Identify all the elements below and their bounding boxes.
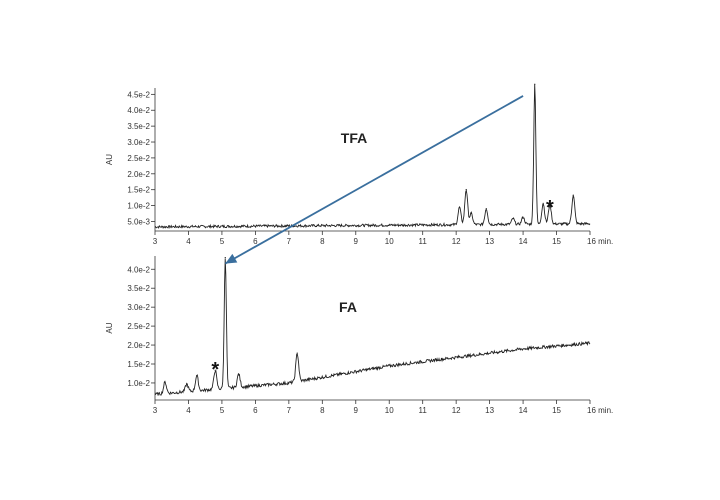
x-tick-label: 7 <box>287 406 292 415</box>
peak-apex <box>485 207 487 210</box>
chromatogram-trace <box>154 84 591 230</box>
x-tick-label: 11 <box>419 237 428 246</box>
x-tick-label: 6 <box>253 237 258 246</box>
x-tick-label: 14 <box>519 406 528 415</box>
peak-apex <box>534 83 536 85</box>
peak-apex <box>214 369 216 371</box>
x-tick-label: 16 min. <box>587 237 613 246</box>
peak-apex <box>549 204 551 206</box>
peak-apex <box>238 373 240 375</box>
tfa-chromatogram: 3 4 5 6 7 8 9 10 11 12 13 14 15 16 min. 5.0e-3 1.0e-2 1.… <box>105 83 613 246</box>
x-tick-label: 5 <box>220 237 225 246</box>
peak-apex <box>512 217 514 220</box>
x-tick-label: 10 <box>385 406 394 415</box>
x-tick-label: 3 <box>153 237 158 246</box>
arrow-head <box>225 253 238 264</box>
trace-label: TFA <box>341 130 367 146</box>
y-tick-label: 4.0e-2 <box>127 265 150 274</box>
peak-apex <box>196 375 198 377</box>
chromatogram-trace <box>154 258 591 396</box>
peak-apex <box>542 202 544 204</box>
y-axis-title: AU <box>105 322 114 333</box>
peak-marker: * <box>546 197 554 219</box>
peak-apex <box>186 383 188 385</box>
x-tick-label: 15 <box>552 406 561 415</box>
peak-marker: * <box>211 359 219 381</box>
x-tick-label: 3 <box>153 406 158 415</box>
x-tick-label: 13 <box>485 406 494 415</box>
x-tick-label: 11 <box>419 406 428 415</box>
y-tick-label: 2.5e-2 <box>127 322 150 331</box>
fa-chromatogram: 3 4 5 6 7 8 9 10 11 12 13 14 15 16 min. 1.0e-2 1.5e-2 2.… <box>105 256 613 415</box>
y-tick-label: 3.5e-2 <box>127 284 150 293</box>
y-tick-label: 1.0e-2 <box>127 379 150 388</box>
x-tick-label: 9 <box>354 237 359 246</box>
peak-apex <box>164 381 166 383</box>
y-axis-title: AU <box>105 154 114 165</box>
peak-apex <box>224 257 226 259</box>
comparison-arrow <box>224 95 524 265</box>
x-tick-label: 12 <box>452 237 461 246</box>
peak-apex <box>572 194 574 196</box>
x-tick-label: 8 <box>320 406 325 415</box>
peak-apex <box>465 189 467 191</box>
y-tick-label: 4.0e-2 <box>127 106 150 115</box>
x-tick-label: 4 <box>186 237 191 246</box>
x-tick-label: 14 <box>519 237 528 246</box>
y-tick-label: 4.5e-2 <box>127 90 150 99</box>
x-tick-label: 9 <box>354 406 359 415</box>
peak-apex <box>296 352 298 354</box>
peak-apex <box>470 212 472 215</box>
trace-label: FA <box>339 299 357 315</box>
y-tick-label: 5.0e-3 <box>127 217 150 226</box>
y-tick-label: 3.5e-2 <box>127 122 150 131</box>
peak-apex <box>458 206 461 208</box>
peak-apex <box>522 216 524 218</box>
x-tick-label: 4 <box>186 406 191 415</box>
y-tick-label: 3.0e-2 <box>127 138 150 147</box>
x-tick-label: 16 min. <box>587 406 613 415</box>
x-tick-label: 8 <box>320 237 325 246</box>
y-tick-label: 2.5e-2 <box>127 154 150 163</box>
x-tick-label: 7 <box>287 237 292 246</box>
y-tick-label: 1.5e-2 <box>127 360 150 369</box>
x-tick-label: 13 <box>485 237 494 246</box>
x-tick-label: 5 <box>220 406 225 415</box>
x-tick-label: 12 <box>452 406 461 415</box>
y-tick-label: 2.0e-2 <box>127 170 150 179</box>
y-tick-label: 1.5e-2 <box>127 186 150 195</box>
y-tick-label: 2.0e-2 <box>127 341 150 350</box>
y-tick-label: 3.0e-2 <box>127 303 150 312</box>
arrow-line <box>224 95 524 265</box>
x-tick-label: 15 <box>552 237 561 246</box>
y-tick-label: 1.0e-2 <box>127 202 150 211</box>
x-tick-label: 6 <box>253 406 258 415</box>
x-tick-label: 10 <box>385 237 394 246</box>
